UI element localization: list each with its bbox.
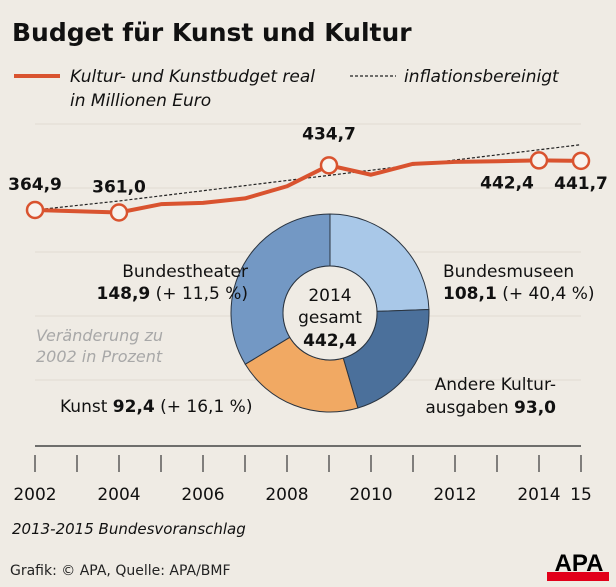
donut-center-text: 442,4 <box>303 331 357 351</box>
note-line2: 2002 in Prozent <box>36 347 163 366</box>
donut-center-text: gesamt <box>298 308 362 328</box>
data-point-marker <box>571 151 591 171</box>
data-label: 442,4 <box>480 173 534 193</box>
label-bundesmuseen: Bundesmuseen <box>443 262 574 282</box>
x-tick-label: 2014 <box>517 485 560 505</box>
legend: Kultur- und Kunstbudget real in Millione… <box>14 67 560 111</box>
x-tick-label: 2002 <box>13 485 56 505</box>
donut-center-text: 2014 <box>308 286 351 306</box>
label-andere: Andere Kultur- <box>435 375 556 395</box>
value-bundestheater: 148,9 (+ 11,5 %) <box>96 284 248 304</box>
value-andere: ausgaben 93,0 <box>425 398 556 418</box>
legend-real-line1: Kultur- und Kunstbudget real <box>70 67 315 87</box>
legend-inflation: inflationsbereinigt <box>404 67 560 87</box>
x-tick-label: 2010 <box>349 485 392 505</box>
chart-title: Budget für Kunst und Kultur <box>12 18 412 47</box>
label-kunst: Kunst 92,4 (+ 16,1 %) <box>60 397 252 417</box>
footnote: 2013-2015 Bundesvoranschlag <box>12 520 246 538</box>
label-bundestheater: Bundestheater <box>122 262 248 282</box>
x-tick-label: 2004 <box>97 485 140 505</box>
x-axis: 2002 2004 2006 2008 2010 2012 2014 15 <box>13 445 592 505</box>
x-tick-label: 2006 <box>181 485 224 505</box>
series-inflation <box>34 144 582 211</box>
donut-center <box>282 265 378 361</box>
legend-real-line2: in Millionen Euro <box>70 91 211 111</box>
data-point-marker <box>319 156 339 175</box>
data-label: 361,0 <box>92 177 146 197</box>
x-tick-label: 2012 <box>433 485 476 505</box>
x-tick-label: 2008 <box>265 485 308 505</box>
data-labels: 364,9 361,0 434,7 442,4 441,7 <box>8 124 608 222</box>
source-credit: Grafik: © APA, Quelle: APA/BMF <box>10 563 231 579</box>
donut-labels: Bundestheater 148,9 (+ 11,5 %) Veränderu… <box>36 262 595 418</box>
data-label: 364,9 <box>8 175 62 195</box>
data-label: 441,7 <box>554 174 608 194</box>
data-point-marker <box>529 151 549 170</box>
apa-logo: APA <box>547 550 609 581</box>
data-point-marker <box>109 203 129 222</box>
value-bundesmuseen: 108,1 (+ 40,4 %) <box>443 284 595 304</box>
data-point-marker <box>25 200 45 220</box>
note-line1: Veränderung zu <box>36 326 163 345</box>
x-tick-label: 15 <box>570 485 592 505</box>
data-label: 434,7 <box>302 124 356 144</box>
